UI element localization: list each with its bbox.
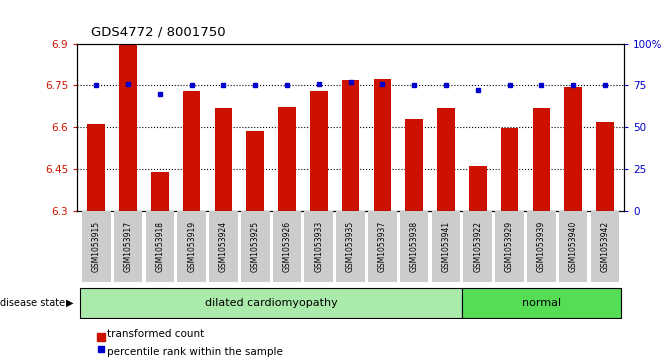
Bar [374,79,391,211]
Text: GSM1053917: GSM1053917 [123,221,133,272]
FancyBboxPatch shape [113,211,142,282]
Text: GSM1053933: GSM1053933 [314,221,323,273]
FancyBboxPatch shape [241,211,270,282]
Bar [183,91,201,211]
Text: GSM1053940: GSM1053940 [568,221,578,273]
Text: GSM1053942: GSM1053942 [601,221,609,272]
FancyBboxPatch shape [368,211,397,282]
Text: GSM1053935: GSM1053935 [346,221,355,273]
Text: percentile rank within the sample: percentile rank within the sample [107,347,283,357]
FancyBboxPatch shape [177,211,206,282]
FancyBboxPatch shape [305,211,333,282]
Text: disease state: disease state [0,298,65,308]
Bar [342,80,360,211]
Text: ▶: ▶ [66,298,73,308]
Text: GSM1053924: GSM1053924 [219,221,228,272]
Bar [151,172,168,211]
FancyBboxPatch shape [272,211,301,282]
Text: normal: normal [522,298,561,308]
Bar [437,108,455,211]
FancyBboxPatch shape [431,211,460,282]
Text: GSM1053929: GSM1053929 [505,221,514,272]
Bar [87,124,105,211]
FancyBboxPatch shape [82,211,111,282]
Bar [533,107,550,211]
Bar [119,44,137,211]
Text: GSM1053939: GSM1053939 [537,221,546,273]
Bar [564,87,582,211]
Bar [501,128,518,211]
Bar [469,166,486,211]
Text: GSM1053926: GSM1053926 [282,221,291,272]
Bar [215,107,232,211]
FancyBboxPatch shape [336,211,365,282]
Text: GSM1053918: GSM1053918 [155,221,164,272]
Text: GSM1053937: GSM1053937 [378,221,387,273]
Text: GSM1053919: GSM1053919 [187,221,196,272]
Bar [246,131,264,211]
Text: GSM1053938: GSM1053938 [410,221,419,272]
Bar [405,119,423,211]
FancyBboxPatch shape [495,211,524,282]
FancyBboxPatch shape [146,211,174,282]
Text: GSM1053915: GSM1053915 [92,221,101,272]
FancyBboxPatch shape [81,288,462,318]
FancyBboxPatch shape [559,211,588,282]
Bar [597,122,614,211]
Text: transformed count: transformed count [107,329,205,339]
FancyBboxPatch shape [462,288,621,318]
Text: GDS4772 / 8001750: GDS4772 / 8001750 [91,25,225,38]
FancyBboxPatch shape [464,211,492,282]
Bar [310,91,327,211]
FancyBboxPatch shape [400,211,429,282]
Text: GSM1053941: GSM1053941 [442,221,450,272]
Text: dilated cardiomyopathy: dilated cardiomyopathy [205,298,338,308]
Text: GSM1053925: GSM1053925 [251,221,260,272]
FancyBboxPatch shape [209,211,238,282]
FancyBboxPatch shape [590,211,619,282]
FancyBboxPatch shape [527,211,556,282]
Bar [278,107,296,211]
Text: GSM1053922: GSM1053922 [473,221,482,272]
